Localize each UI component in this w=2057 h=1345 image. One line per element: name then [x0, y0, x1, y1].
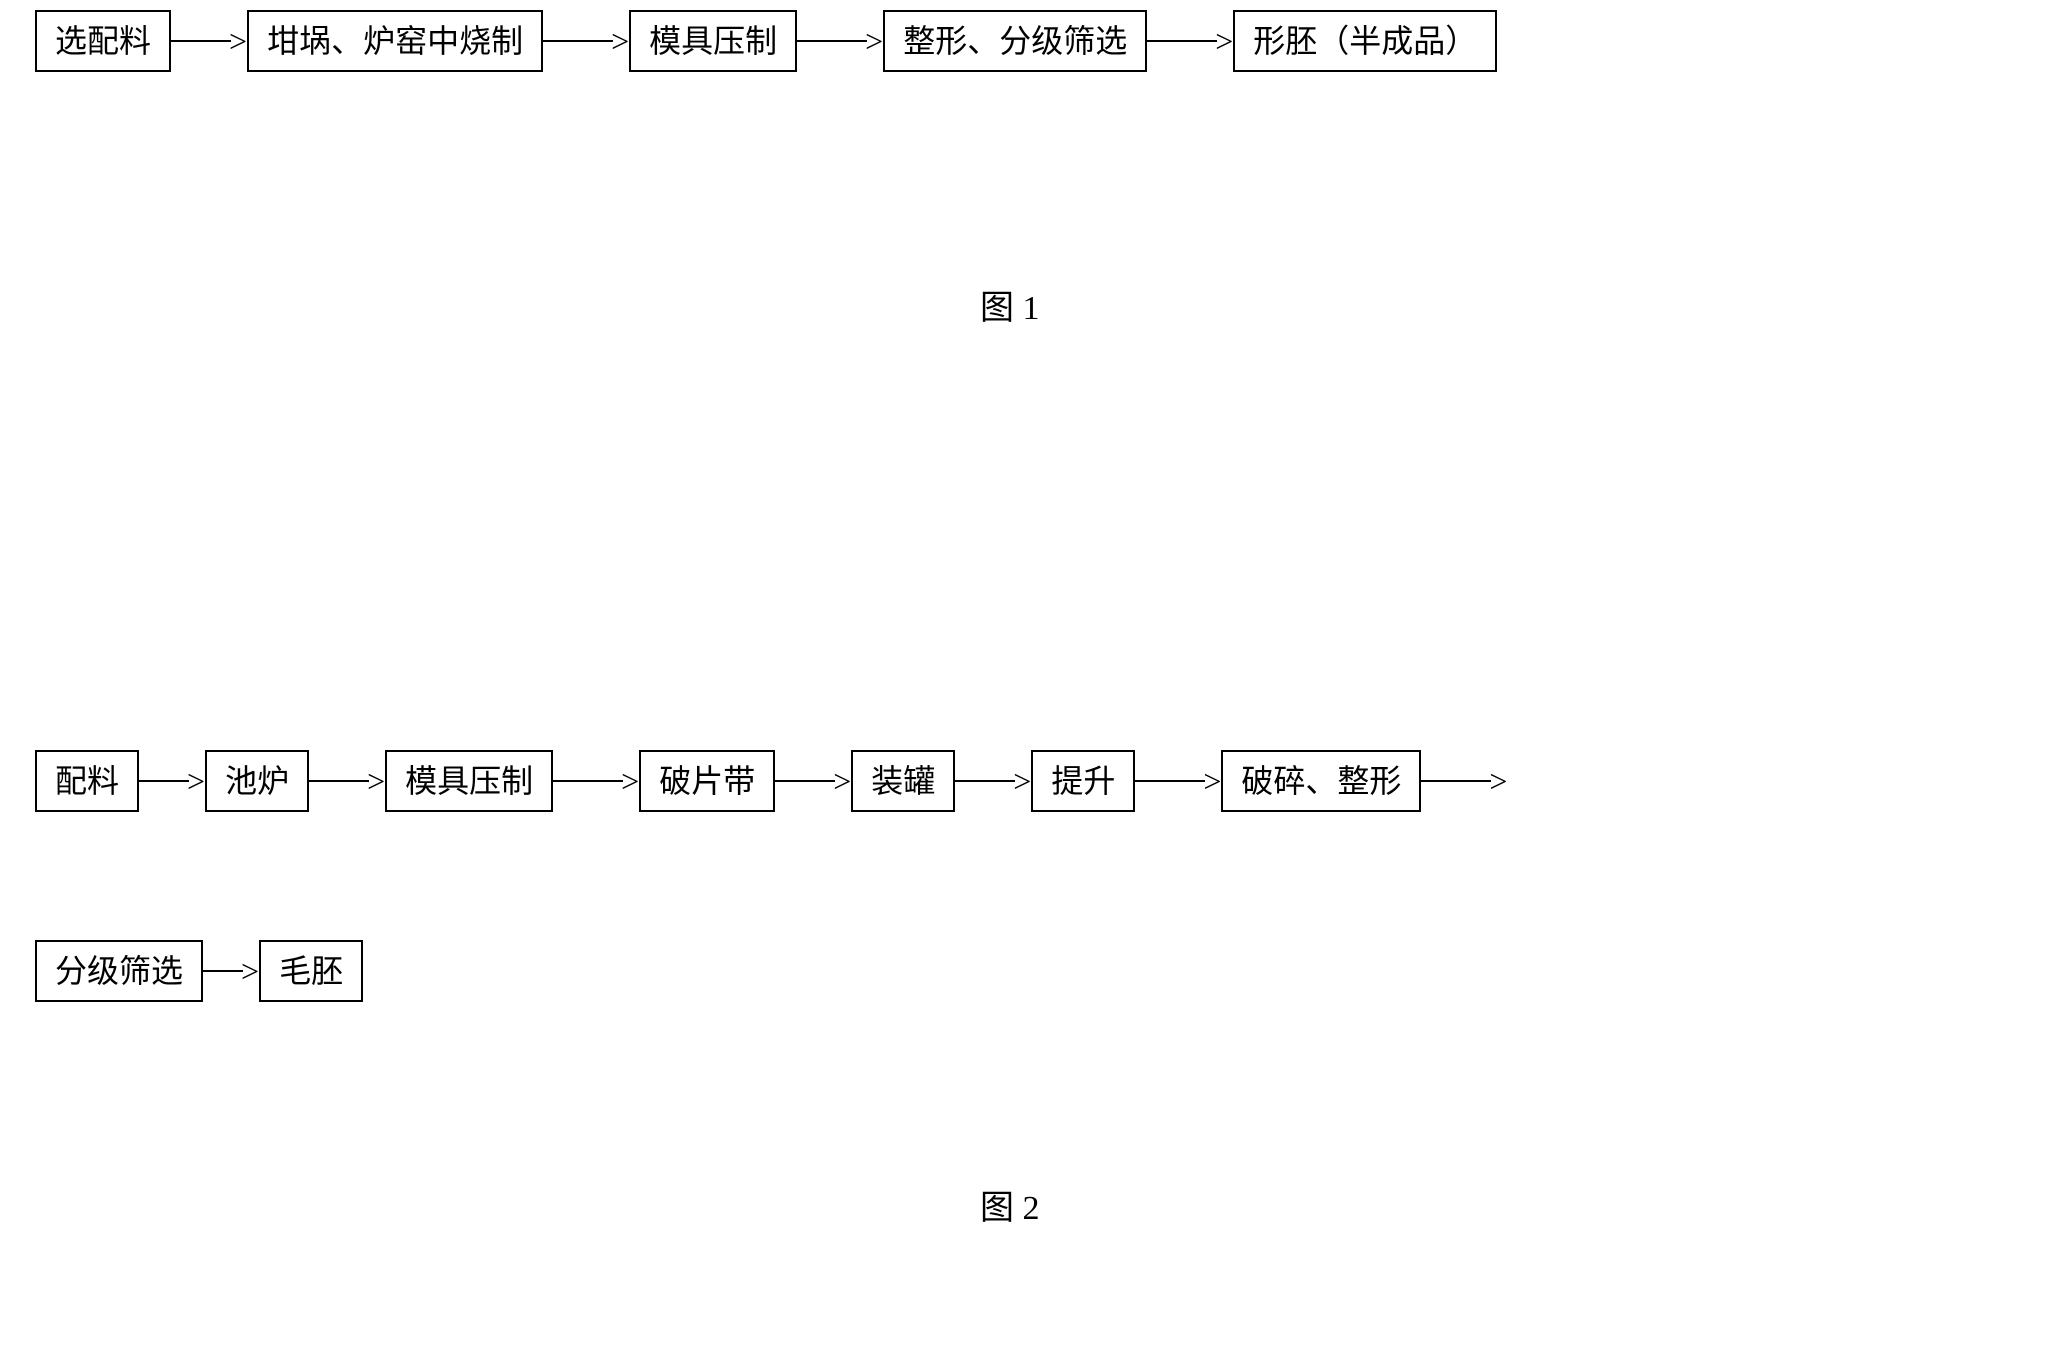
fig1-conn-4: >: [1147, 25, 1233, 57]
fig2-node-7: 破碎、整形: [1221, 750, 1421, 812]
fig1-conn-2: >: [543, 25, 629, 57]
fig2-conn-1: >: [139, 765, 205, 797]
page: 选配料 > 坩埚、炉窑中烧制 > 模具压制 > 整形、分级筛选 > 形胚（半成品…: [0, 0, 2057, 1345]
figure1-row: 选配料 > 坩埚、炉窑中烧制 > 模具压制 > 整形、分级筛选 > 形胚（半成品…: [35, 10, 1497, 72]
fig2-conn-4: >: [775, 765, 851, 797]
arrow-head-icon: >: [241, 955, 259, 987]
arrow-head-icon: >: [187, 765, 205, 797]
fig2-node-6: 提升: [1031, 750, 1135, 812]
arrow-head-icon: >: [611, 25, 629, 57]
fig2-conn-trailing: >: [1421, 765, 1507, 797]
fig2-conn-2: >: [309, 765, 385, 797]
connector-line: [139, 780, 189, 782]
connector-line: [1135, 780, 1205, 782]
fig2-node-2: 池炉: [205, 750, 309, 812]
arrow-head-icon: >: [1013, 765, 1031, 797]
fig1-node-1: 选配料: [35, 10, 171, 72]
fig1-conn-1: >: [171, 25, 247, 57]
connector-line: [171, 40, 231, 42]
fig2-conn-7: >: [203, 955, 259, 987]
fig1-node-3: 模具压制: [629, 10, 797, 72]
fig2-node-3: 模具压制: [385, 750, 553, 812]
figure2-row2: 分级筛选 > 毛胚: [35, 940, 363, 1002]
fig2-node-8: 分级筛选: [35, 940, 203, 1002]
fig2-node-9: 毛胚: [259, 940, 363, 1002]
fig1-node-5: 形胚（半成品）: [1233, 10, 1497, 72]
connector-line: [797, 40, 867, 42]
arrow-head-icon: >: [621, 765, 639, 797]
connector-line: [553, 780, 623, 782]
arrow-head-icon: >: [865, 25, 883, 57]
arrow-head-icon: >: [1203, 765, 1221, 797]
arrow-head-icon: >: [833, 765, 851, 797]
connector-line: [543, 40, 613, 42]
fig1-node-2: 坩埚、炉窑中烧制: [247, 10, 543, 72]
connector-line: [1147, 40, 1217, 42]
connector-line: [309, 780, 369, 782]
fig1-node-4: 整形、分级筛选: [883, 10, 1147, 72]
fig2-node-4: 破片带: [639, 750, 775, 812]
figure1-caption: 图 1: [980, 280, 1040, 329]
arrow-head-icon: >: [367, 765, 385, 797]
figure2-row1: 配料 > 池炉 > 模具压制 > 破片带 > 装罐 > 提升 > 破碎、整形: [35, 750, 1507, 812]
figure2-caption: 图 2: [980, 1180, 1040, 1229]
fig1-conn-3: >: [797, 25, 883, 57]
connector-line: [955, 780, 1015, 782]
arrow-head-icon: >: [1489, 765, 1507, 797]
fig2-conn-3: >: [553, 765, 639, 797]
fig2-conn-6: >: [1135, 765, 1221, 797]
fig2-node-1: 配料: [35, 750, 139, 812]
fig2-node-5: 装罐: [851, 750, 955, 812]
connector-line: [1421, 780, 1491, 782]
connector-line: [203, 970, 243, 972]
arrow-head-icon: >: [229, 25, 247, 57]
fig2-conn-5: >: [955, 765, 1031, 797]
connector-line: [775, 780, 835, 782]
arrow-head-icon: >: [1215, 25, 1233, 57]
